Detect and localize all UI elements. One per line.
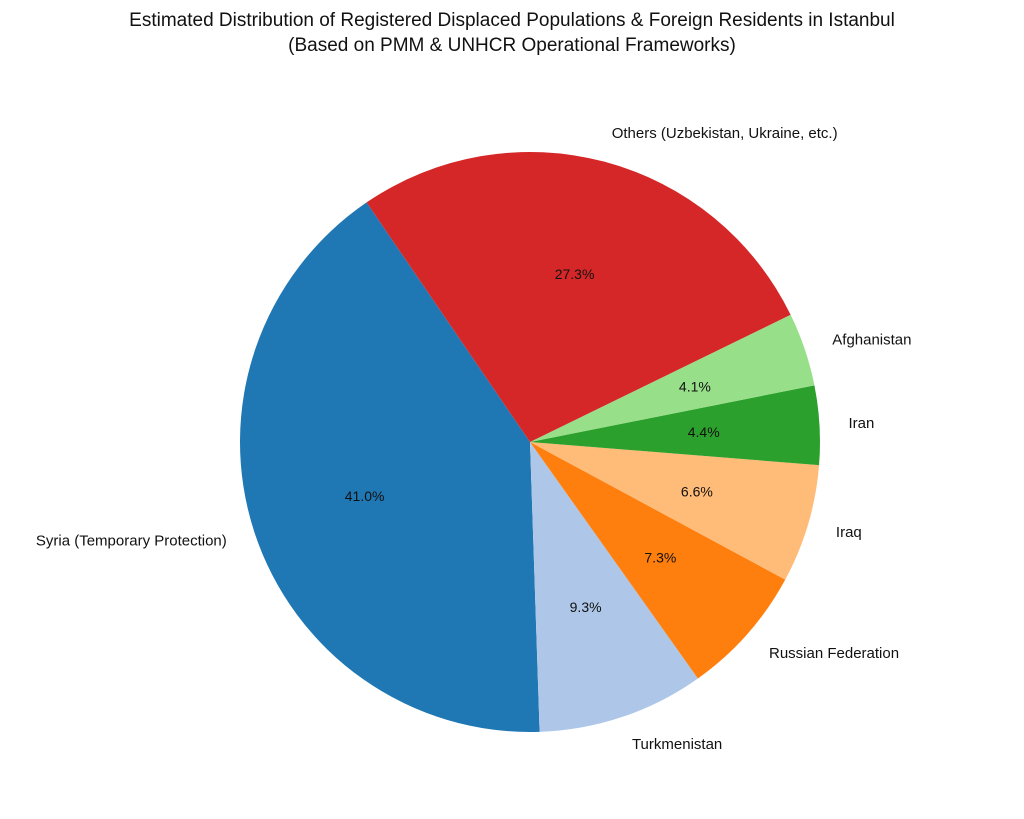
slice-category-label-6: Others (Uzbekistan, Ukraine, etc.) [612,125,838,142]
slice-category-label-2: Russian Federation [769,645,899,662]
pie-slice-4 [530,385,820,466]
slice-percent-label-3: 6.6% [681,483,713,499]
pie-slice-6 [366,151,791,442]
chart-title: Estimated Distribution of Registered Dis… [129,10,895,31]
slice-category-label-3: Iraq [836,524,862,541]
slice-percent-label-1: 9.3% [570,599,602,615]
slice-category-label-5: Afghanistan [832,332,911,349]
pie-slice-1 [530,442,698,732]
pie-slice-3 [530,442,820,580]
pie-slice-2 [530,442,786,679]
slice-percent-label-4: 4.4% [688,424,720,440]
chart-subtitle: (Based on PMM & UNHCR Operational Framew… [288,35,736,56]
pie-slice-0 [240,202,540,732]
slice-category-label-1: Turkmenistan [632,736,722,753]
pie-slice-5 [530,314,815,442]
slice-category-label-0: Syria (Temporary Protection) [36,533,227,550]
slice-percent-label-2: 7.3% [644,549,676,565]
slice-category-label-4: Iran [848,415,874,432]
slice-percent-label-0: 41.0% [345,488,385,504]
slice-percent-label-5: 4.1% [679,378,711,394]
slice-percent-label-6: 27.3% [555,266,595,282]
